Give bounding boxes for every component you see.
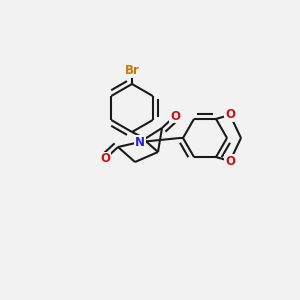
Text: N: N (135, 136, 145, 148)
Text: O: O (225, 108, 235, 122)
Text: O: O (225, 154, 235, 168)
Text: O: O (100, 152, 110, 166)
Text: Br: Br (124, 64, 140, 77)
Text: O: O (170, 110, 180, 122)
